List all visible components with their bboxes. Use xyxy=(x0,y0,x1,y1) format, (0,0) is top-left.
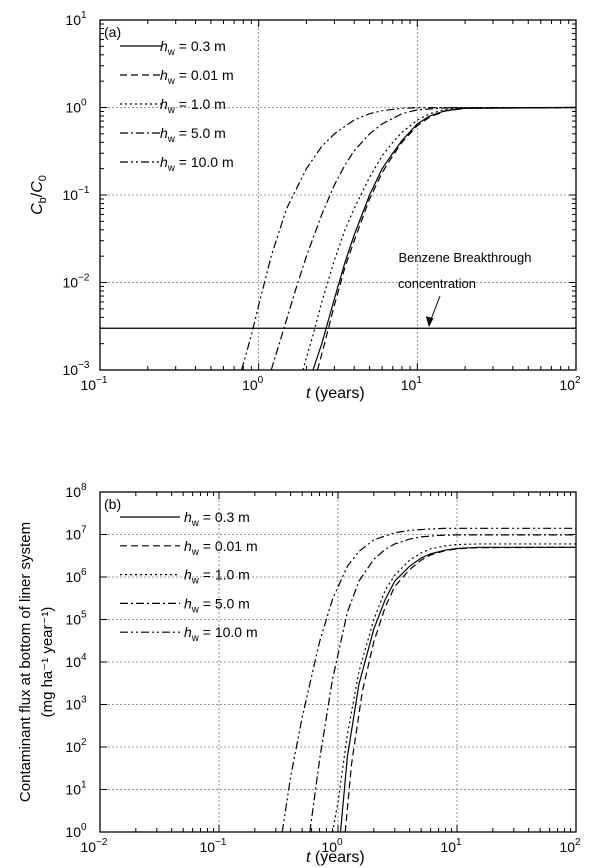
legend-label: hw​ = 0.01 m xyxy=(160,67,234,87)
series-line-solid xyxy=(312,106,576,370)
annotation-label: concentration xyxy=(398,276,476,291)
x-axis-label: t (years) xyxy=(306,849,365,866)
x-tick-label: 100 xyxy=(321,837,343,855)
y-tick-label: 102 xyxy=(65,737,87,755)
x-tick-label: 10−1 xyxy=(81,375,108,393)
legend-label: hw​ = 0.01 m xyxy=(184,538,258,558)
y-tick-label: 10−3 xyxy=(63,360,90,378)
legend-label: hw​ = 1.0 m xyxy=(160,96,226,116)
x-tick-label: 10−1 xyxy=(200,837,227,855)
panel-label: (b) xyxy=(104,496,121,512)
y-tick-label: 100 xyxy=(65,822,87,840)
y-tick-label: 107 xyxy=(65,525,87,543)
x-tick-label: 102 xyxy=(559,375,581,393)
panel-label: (a) xyxy=(104,24,121,40)
y-axis-label-units: (mg ha⁻¹ year⁻¹) xyxy=(39,607,56,718)
y-tick-label: 10−1 xyxy=(63,185,90,203)
x-tick-label: 102 xyxy=(559,837,581,855)
legend-label: hw​ = 5.0 m xyxy=(184,595,250,615)
series-line-dashdot xyxy=(270,106,576,370)
x-axis-label: t (years) xyxy=(306,385,365,402)
legend-label: hw​ = 10.0 m xyxy=(160,154,234,174)
y-tick-label: 105 xyxy=(65,610,87,628)
annotation-label: Benzene Breakthrough xyxy=(399,250,532,265)
legend-label: hw​ = 0.3 m xyxy=(184,509,250,529)
y-tick-label: 108 xyxy=(65,482,87,500)
legend-label: hw​ = 5.0 m xyxy=(160,125,226,145)
legend-label: hw​ = 1.0 m xyxy=(184,567,250,587)
annotation-arrowhead xyxy=(425,316,434,328)
series-line-solid xyxy=(339,546,576,832)
series-line-dashdotdot xyxy=(281,527,576,832)
legend-label: hw​ = 10.0 m xyxy=(184,624,258,644)
plot-frame xyxy=(99,19,577,371)
series-line-dashed xyxy=(316,106,576,370)
y-axis-label: Cb/C0 xyxy=(29,175,49,215)
y-tick-label: 106 xyxy=(65,567,87,585)
series-line-dotted xyxy=(331,543,576,832)
y-tick-label: 103 xyxy=(65,695,87,713)
y-tick-label: 100 xyxy=(65,98,87,116)
y-axis-label: Contaminant flux at bottom of liner syst… xyxy=(17,522,34,802)
x-tick-label: 101 xyxy=(401,375,423,393)
x-tick-label: 10−2 xyxy=(81,837,108,855)
series-line-dashdot xyxy=(309,534,576,832)
series-line-dashdotdot xyxy=(240,106,576,370)
y-tick-label: 101 xyxy=(65,780,87,798)
y-tick-label: 104 xyxy=(65,652,87,670)
plot-frame xyxy=(99,491,577,833)
legend-label: hw​ = 0.3 m xyxy=(160,38,226,58)
chart-panel-a: 10−1 100 101 102 10−3 10−2 10−1 100 101 Benzene B… xyxy=(29,10,581,402)
y-tick-label: 101 xyxy=(65,10,87,28)
y-tick-label: 10−2 xyxy=(63,273,90,291)
series-line-dotted xyxy=(302,106,576,370)
chart-panel-b: 10−2 10−1 100 101 102 100 101 102 103 104 105 106 10… xyxy=(17,482,581,866)
x-tick-label: 101 xyxy=(440,837,462,855)
x-tick-label: 100 xyxy=(242,375,264,393)
